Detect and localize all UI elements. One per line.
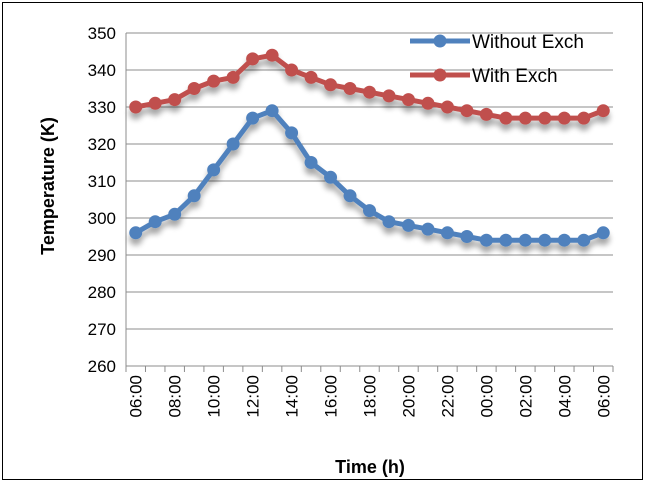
x-tick-label: 08:00 [166,375,185,418]
x-tick-label: 12:00 [244,375,263,418]
legend-marker [433,68,447,82]
x-axis-title: Time (h) [335,457,405,477]
y-tick-label: 290 [88,246,116,265]
x-tick-label: 20:00 [399,375,418,418]
data-point [226,70,240,84]
y-tick-label: 270 [88,320,116,339]
data-point [324,170,338,184]
data-point [187,189,201,203]
data-point [265,48,279,62]
y-tick-label: 330 [88,98,116,117]
data-point [168,93,182,107]
x-tick-label: 06:00 [594,375,613,418]
data-point [596,104,610,118]
data-point [577,111,591,125]
x-tick-label: 22:00 [438,375,457,418]
x-tick-label: 06:00 [127,375,146,418]
y-tick-label: 260 [88,357,116,376]
y-tick-label: 350 [88,24,116,43]
data-point [421,222,435,236]
series-line [134,108,605,243]
data-point [518,111,532,125]
data-point [557,111,571,125]
data-point [479,233,493,247]
chart-frame [2,2,643,480]
data-point [207,74,221,88]
series-with-exch [129,48,610,125]
data-point [382,215,396,229]
data-point [440,226,454,240]
y-axis-title: Temperature (K) [38,117,58,255]
data-point [382,89,396,103]
data-point [518,233,532,247]
data-point [129,100,143,114]
x-tick-label: 02:00 [516,375,535,418]
x-tick-label: 18:00 [361,375,380,418]
data-point [460,230,474,243]
x-tick-label: 04:00 [555,375,574,418]
data-point [401,93,415,107]
data-point [148,96,162,110]
axes: 260 270 280 290 300 310 320 330 340 350 06:00 08:00… [88,24,614,418]
data-point [285,63,299,77]
legend-label: With Exch [472,66,558,87]
y-tick-label: 310 [88,172,116,191]
data-point [401,218,415,232]
data-point [148,215,162,229]
data-point [343,82,357,95]
data-point [129,226,143,240]
data-point [596,226,610,240]
legend-label: Without Exch [472,32,584,53]
data-point [538,233,552,247]
data-point [479,107,493,121]
data-point [557,233,571,247]
data-point [421,96,435,110]
data-point [440,100,454,114]
x-tick-label: 10:00 [205,375,224,418]
data-point [499,111,513,125]
y-tick-label: 340 [88,61,116,80]
data-point [304,156,318,169]
data-point [538,111,552,125]
x-tick-label: 14:00 [283,375,302,418]
data-point [285,126,299,140]
y-tick-label: 320 [88,135,116,154]
x-tick-label: 00:00 [477,375,496,418]
legend: Without Exch With Exch [410,32,584,87]
x-tick-label: 16:00 [322,375,341,418]
data-point [363,85,376,99]
legend-marker [433,34,447,48]
data-point [324,78,338,92]
data-point [304,70,318,84]
y-tick-label: 280 [88,283,116,302]
data-point [363,204,376,218]
data-point [246,52,260,66]
data-point [168,207,182,221]
data-point [265,104,279,118]
data-point [499,233,513,247]
series-without-exch [129,104,610,247]
data-point [577,233,591,247]
data-point [246,111,260,125]
data-point [343,189,357,203]
data-point [207,163,221,177]
data-point [226,137,240,151]
data-point [187,82,201,95]
y-tick-label: 300 [88,209,116,228]
data-point [460,104,474,118]
series-group [129,48,610,247]
